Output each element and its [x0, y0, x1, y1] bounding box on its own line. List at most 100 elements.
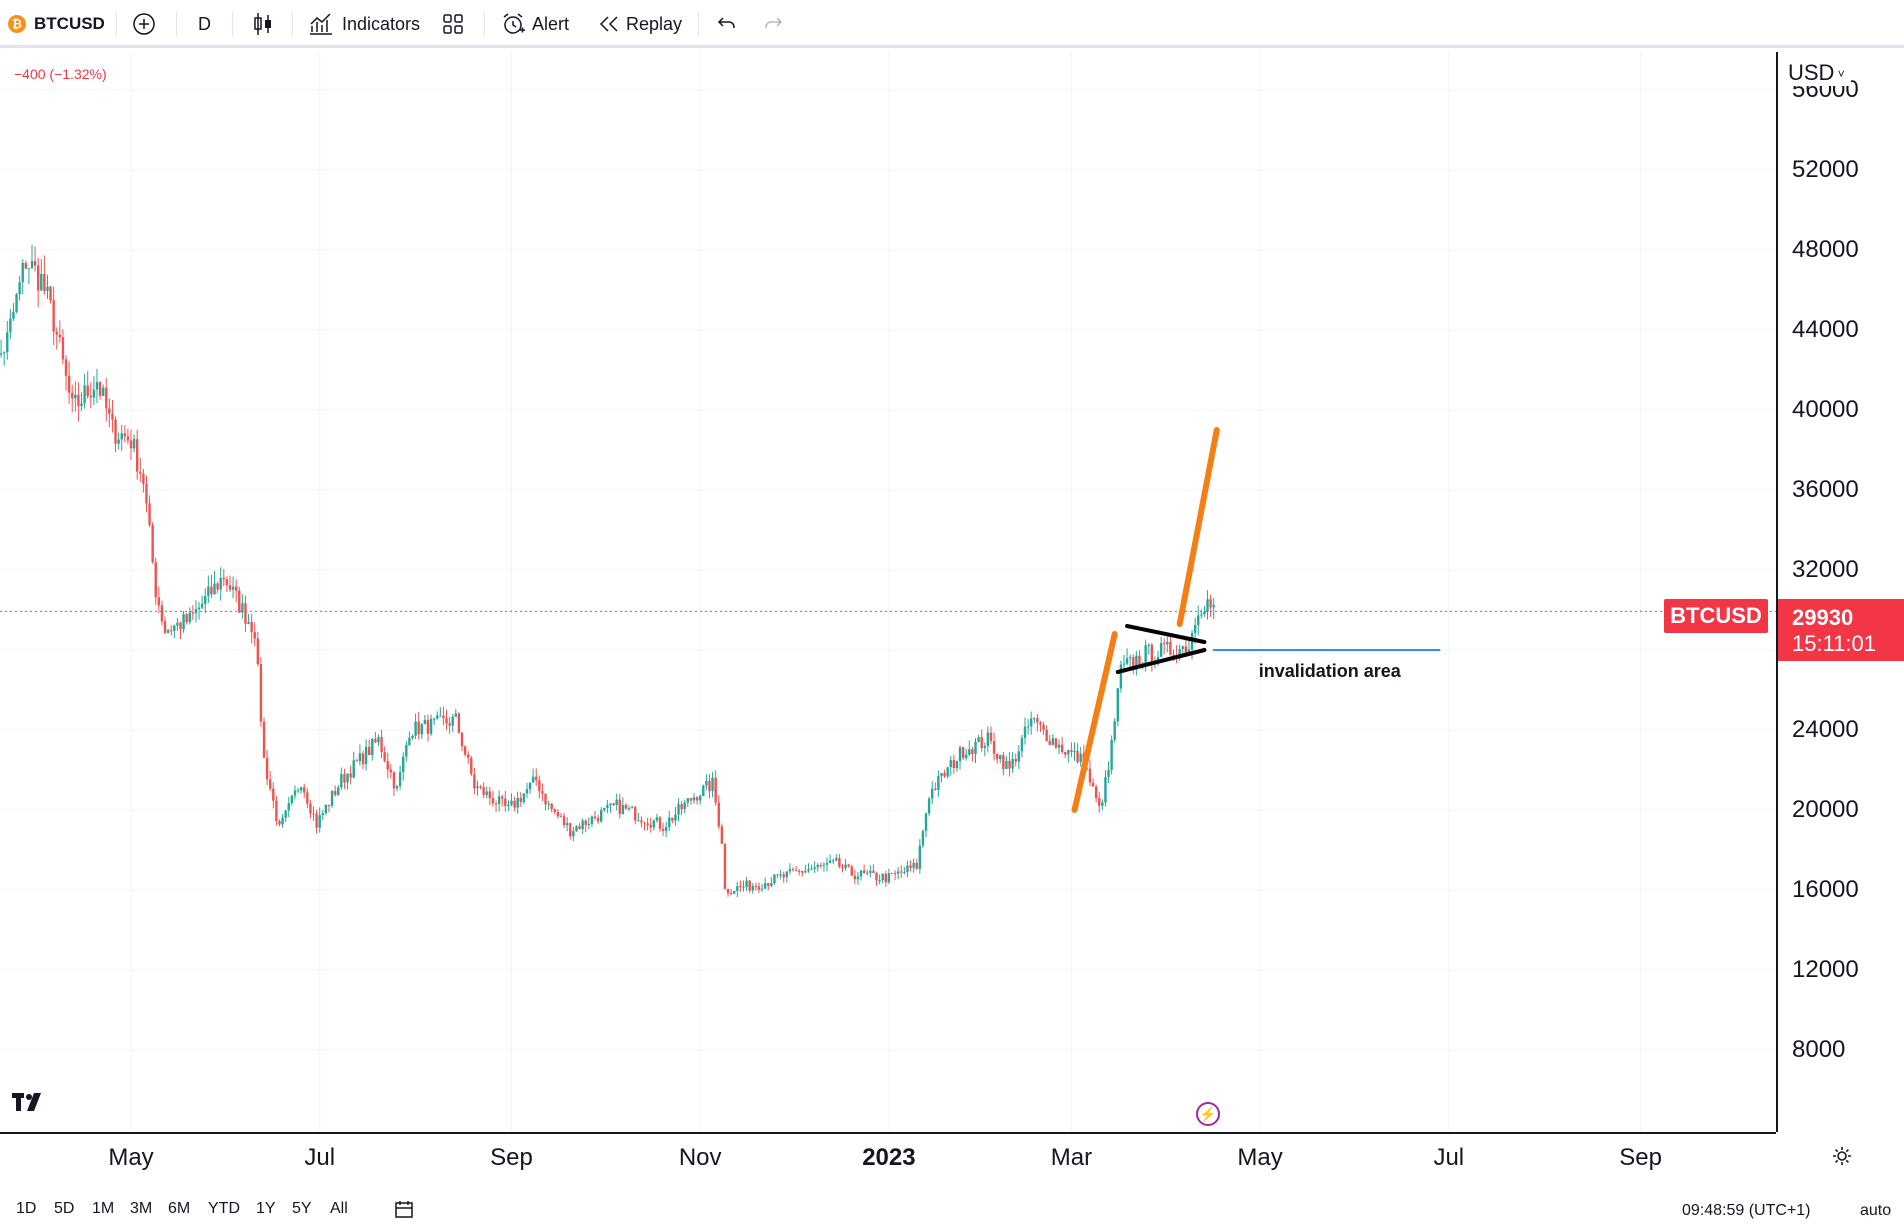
grid-icon	[443, 14, 463, 34]
candle-body	[439, 715, 442, 717]
candle	[890, 872, 894, 875]
time-scale[interactable]: May Jul Sep Nov 2023 Mar May Jul Sep	[0, 1132, 1776, 1178]
candle-body	[640, 820, 643, 823]
candle	[674, 807, 677, 826]
candle	[281, 814, 284, 828]
undo-button[interactable]	[716, 0, 738, 48]
alert-button[interactable]: Alert	[500, 0, 569, 48]
candle	[324, 804, 328, 816]
candle	[293, 785, 297, 800]
candle	[389, 764, 393, 779]
replay-button[interactable]: Replay	[598, 0, 682, 48]
candle-body	[797, 870, 801, 872]
candle-body	[856, 876, 860, 880]
candle-body	[293, 790, 297, 796]
candle-body	[590, 816, 594, 825]
candle	[1116, 688, 1120, 727]
candle	[238, 586, 241, 613]
range-button-5d[interactable]: 5D	[54, 1200, 75, 1217]
chart-pane[interactable]: invalidation area −400 (−1.32%) ⚡ BTCUSD	[0, 52, 1776, 1132]
candle-body	[142, 473, 145, 484]
interval-button[interactable]: D	[198, 0, 211, 48]
price-scale[interactable]: USD ˅ 56000 52000 48000 44000 40000 36000 3200…	[1776, 52, 1904, 1132]
indicators-button[interactable]: Indicators	[308, 0, 420, 48]
candle-body	[1178, 648, 1181, 659]
range-button-1y[interactable]: 1Y	[256, 1200, 276, 1217]
candle	[1200, 609, 1203, 619]
candle	[989, 726, 993, 745]
candle	[813, 861, 816, 874]
drawing-flag-lower[interactable]	[1115, 648, 1207, 674]
candle	[380, 729, 383, 759]
candle-body	[717, 802, 720, 827]
candle-body	[1150, 644, 1154, 662]
clock-label[interactable]: 09:48:59 (UTC+1)	[1682, 1202, 1811, 1219]
candle-body	[377, 737, 380, 743]
candle-body	[890, 873, 894, 875]
candle	[832, 858, 835, 865]
goto-date-button[interactable]	[394, 1200, 416, 1225]
compare-symbol-button[interactable]	[132, 0, 156, 48]
candle-body	[392, 772, 396, 789]
candle-body	[627, 808, 631, 810]
candle	[309, 800, 312, 819]
candle	[655, 813, 659, 823]
candle	[606, 799, 609, 814]
candle-body	[250, 621, 253, 633]
redo-button[interactable]	[762, 0, 784, 48]
rewind-icon	[599, 16, 618, 32]
range-button-5y[interactable]: 5Y	[292, 1200, 312, 1217]
candle	[166, 628, 170, 634]
range-button-all[interactable]: All	[330, 1200, 348, 1217]
candle-body	[1166, 641, 1169, 645]
candle	[544, 793, 547, 811]
candle	[154, 557, 157, 606]
candle-body	[278, 820, 281, 825]
drawings-layer[interactable]	[1071, 427, 1441, 813]
tradingview-logo[interactable]	[12, 1090, 52, 1118]
indicators-icon	[310, 13, 332, 35]
candle-body	[1104, 777, 1107, 803]
currency-selector[interactable]: USD ˅	[1788, 60, 1851, 86]
candle-body	[562, 816, 566, 826]
candle-body	[111, 413, 114, 420]
candle-body	[754, 886, 758, 888]
symbol-search-button[interactable]: ₿ BTCUSD	[8, 0, 105, 48]
range-button-ytd[interactable]: YTD	[208, 1200, 240, 1217]
candle-body	[1156, 656, 1160, 661]
candle	[698, 794, 702, 805]
range-button-3m[interactable]: 3M	[130, 1200, 153, 1217]
candle-body	[126, 436, 130, 441]
drawing-flagpole[interactable]	[1176, 427, 1220, 627]
drawing-flag-upper[interactable]	[1125, 624, 1207, 644]
candle	[333, 785, 337, 797]
range-button-1d[interactable]: 1D	[16, 1200, 37, 1217]
candle	[729, 888, 733, 895]
candle	[479, 784, 482, 790]
candle-body	[371, 739, 374, 756]
price-tick-label: 44000	[1792, 316, 1859, 343]
drawing-flagpole[interactable]	[1071, 631, 1118, 813]
chart-type-button[interactable]	[252, 0, 274, 48]
candle	[785, 871, 789, 883]
candle-body	[287, 803, 290, 811]
candle	[600, 807, 603, 823]
candle	[1122, 654, 1126, 671]
settings-button[interactable]	[1830, 1144, 1854, 1168]
candle-body	[374, 739, 377, 743]
candle-body	[482, 786, 485, 795]
news-flash-icon[interactable]: ⚡	[1196, 1102, 1220, 1126]
range-button-6m[interactable]: 6M	[168, 1200, 191, 1217]
scale-mode-auto[interactable]: auto	[1860, 1202, 1892, 1219]
chart-grid	[0, 52, 1776, 1132]
price-chart[interactable]: invalidation area	[0, 52, 1776, 1132]
candle	[1169, 636, 1172, 656]
range-button-1m[interactable]: 1M	[92, 1200, 115, 1217]
candle	[547, 800, 550, 810]
templates-button[interactable]	[442, 0, 464, 48]
candle	[711, 771, 714, 798]
candle	[1175, 645, 1178, 664]
candle-body	[1020, 737, 1024, 752]
candle-body	[813, 867, 816, 869]
candle-body	[262, 721, 266, 758]
